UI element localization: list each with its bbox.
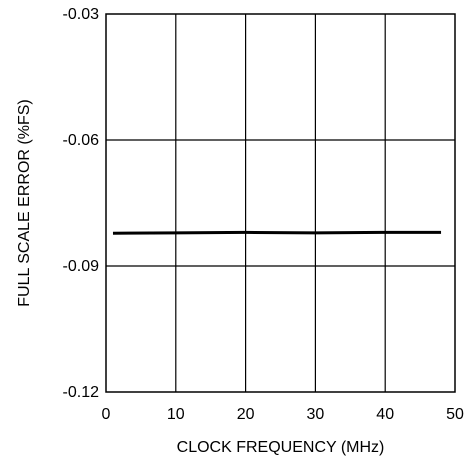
x-tick-label: 0 [102,406,111,423]
y-tick-label: -0.09 [63,258,100,275]
x-tick-label: 20 [237,406,255,423]
grid-lines [106,14,455,392]
series-line-0 [112,230,442,235]
x-tick-labels: 0 10 20 30 40 50 [102,406,464,423]
y-tick-labels: -0.03 -0.06 -0.09 -0.12 [63,6,100,401]
x-axis-label: CLOCK FREQUENCY (MHz) [177,439,385,456]
x-tick-label: 50 [446,406,464,423]
x-tick-label: 10 [167,406,185,423]
x-tick-label: 30 [307,406,325,423]
series-layer [112,230,442,235]
y-tick-label: -0.06 [63,132,100,149]
y-tick-label: -0.03 [63,6,100,23]
y-axis-label: FULL SCALE ERROR (%FS) [16,99,33,306]
plot-frame [105,13,456,393]
y-tick-label: -0.12 [63,384,100,401]
x-tick-label: 40 [376,406,394,423]
